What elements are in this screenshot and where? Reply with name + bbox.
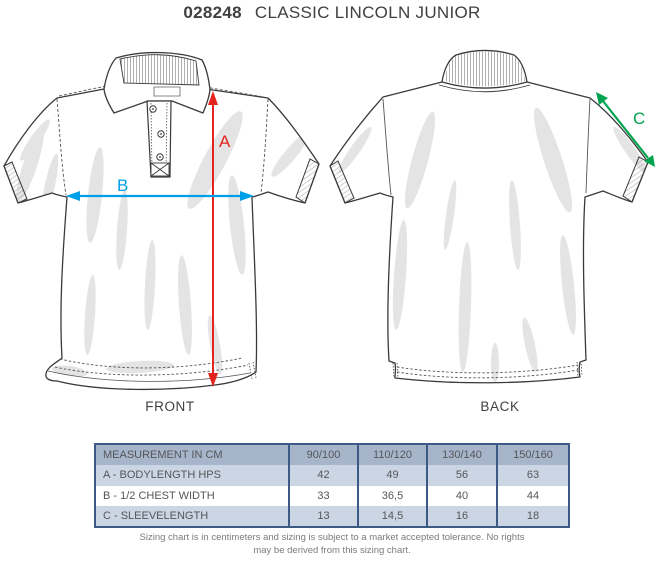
- table-row: B - 1/2 CHEST WIDTH 33 36,5 40 44: [96, 485, 568, 506]
- page-title: 028248 CLASSIC LINCOLN JUNIOR: [0, 3, 664, 23]
- product-name: CLASSIC LINCOLN JUNIOR: [254, 3, 481, 22]
- cell-value: 36,5: [359, 485, 428, 506]
- neck-label-tag: [153, 86, 181, 97]
- cell-value: 56: [428, 465, 498, 486]
- cell-value: 63: [526, 469, 540, 482]
- front-shirt-diagram: A B: [3, 51, 320, 391]
- table-row: A - BODYLENGTH HPS 42 49 56 63: [96, 465, 568, 486]
- cell-value: 16: [428, 505, 498, 526]
- footnote-line-2: may be derived from this sizing chart.: [253, 545, 411, 556]
- cell-value: 14,5: [359, 505, 428, 526]
- measurement-arrow-c: C: [596, 92, 655, 167]
- front-body-outline: [3, 88, 320, 391]
- back-left-cuff: [329, 160, 355, 204]
- row-label-chest-width: B - 1/2 CHEST WIDTH: [96, 485, 290, 506]
- cell-value: 40: [428, 485, 498, 506]
- footnote-line-1: Sizing chart is in centimeters and sizin…: [139, 532, 525, 543]
- cell-value: 13: [290, 505, 359, 526]
- back-body: [330, 82, 648, 383]
- cell-value: 49: [359, 465, 428, 486]
- measurement-arrow-a: A: [208, 91, 231, 387]
- front-left-cuff: [3, 161, 28, 204]
- row-label-sleevelength: C - SLEEVELENGTH: [96, 505, 290, 526]
- size-table: MEASUREMENT IN CM 90/100 110/120 130/140…: [94, 443, 570, 528]
- front-right-cuff: [295, 158, 320, 204]
- measure-c-label: C: [633, 109, 645, 128]
- back-view-label: BACK: [480, 399, 520, 414]
- col-header-size-4: 150/160: [513, 449, 553, 461]
- product-code: 028248: [183, 3, 242, 22]
- col-header-size-1: 90/100: [290, 445, 359, 466]
- cell-value: 44: [526, 489, 540, 502]
- col-header-size-3: 130/140: [428, 445, 498, 466]
- back-collar: [438, 49, 531, 93]
- fabric-shading: [338, 107, 647, 383]
- row-label-bodylength: A - BODYLENGTH HPS: [96, 465, 290, 486]
- back-body-outline: [329, 81, 649, 384]
- back-shirt-diagram: C: [329, 49, 655, 384]
- measure-b-label: B: [117, 176, 128, 195]
- size-table-header-row: MEASUREMENT IN CM 90/100 110/120 130/140…: [96, 445, 568, 466]
- front-body: [4, 89, 319, 390]
- col-header-size-2: 110/120: [359, 445, 428, 466]
- buttons: [149, 105, 165, 161]
- measurement-arrow-b: B: [66, 176, 254, 201]
- front-placket: [146, 100, 172, 178]
- table-row: C - SLEEVELENGTH 13 14,5 16 18: [96, 505, 568, 526]
- front-seams: [47, 85, 269, 382]
- cell-value: 33: [290, 485, 359, 506]
- back-right-cuff: [622, 156, 649, 203]
- fabric-shading: [15, 111, 309, 377]
- col-header-measurement: MEASUREMENT IN CM: [96, 445, 290, 466]
- front-collar: [103, 51, 211, 114]
- cell-value: 18: [526, 509, 540, 522]
- front-view-label: FRONT: [145, 399, 195, 414]
- back-seams: [382, 98, 591, 379]
- measure-a-label: A: [219, 132, 231, 151]
- cell-value: 42: [290, 465, 359, 486]
- footnote: Sizing chart is in centimeters and sizin…: [0, 531, 664, 557]
